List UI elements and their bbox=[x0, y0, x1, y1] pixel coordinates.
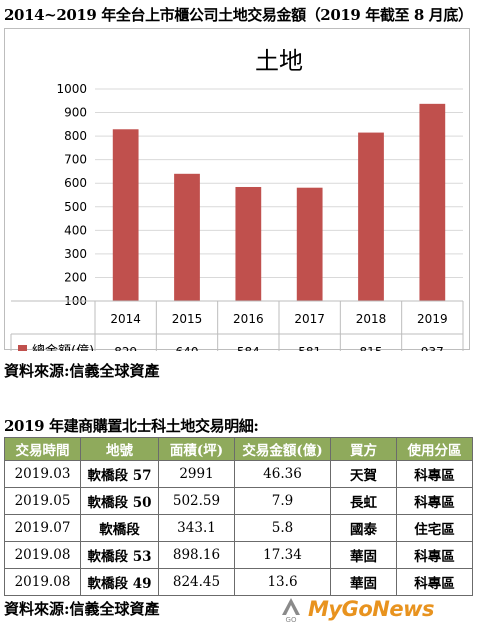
cell-amount: 13.6 bbox=[234, 568, 331, 596]
cell-buyer: 國泰 bbox=[330, 514, 397, 542]
cell-buyer: 華固 bbox=[330, 541, 397, 569]
cell-zone: 住宅區 bbox=[396, 514, 473, 542]
logo-mark-icon: GO bbox=[282, 598, 300, 623]
header-cell: 交易金額(億) bbox=[234, 437, 331, 461]
x-tick-label: 2016 bbox=[233, 312, 264, 326]
table-header-row: 交易時間 地號 面積(坪) 交易金額(億) 買方 使用分區 bbox=[4, 437, 473, 461]
chart-frame: 土地10020030040050060070080090010002014829… bbox=[4, 28, 470, 351]
y-tick-label: 900 bbox=[64, 106, 87, 120]
y-tick-label: 700 bbox=[64, 153, 87, 167]
cell-lot: 軟橋段 49 bbox=[80, 568, 159, 596]
transaction-table: 交易時間 地號 面積(坪) 交易金額(億) 買方 使用分區 2019.03 軟橋… bbox=[4, 437, 473, 596]
cell-buyer: 天賀 bbox=[330, 460, 397, 488]
cell-lot: 軟橋段 50 bbox=[80, 487, 159, 515]
y-tick-label: 800 bbox=[64, 129, 87, 143]
cell-date: 2019.05 bbox=[4, 487, 81, 515]
table-source: 資料來源:信義全球資產 bbox=[4, 600, 160, 618]
cell-zone: 科專區 bbox=[396, 487, 473, 515]
bar bbox=[358, 132, 384, 301]
header-cell: 交易時間 bbox=[4, 437, 81, 461]
header-cell: 買方 bbox=[330, 437, 397, 461]
legend-swatch bbox=[18, 345, 27, 351]
legend-label: 總金額(億) bbox=[32, 343, 94, 351]
cell-area: 2991 bbox=[158, 460, 235, 488]
table-row: 2019.03 軟橋段 57 2991 46.36 天賀 科專區 bbox=[4, 460, 473, 488]
header-cell: 地號 bbox=[80, 437, 159, 461]
x-tick-label: 2017 bbox=[294, 312, 325, 326]
x-tick-label: 2015 bbox=[172, 312, 203, 326]
cell-date: 2019.07 bbox=[4, 514, 81, 542]
data-label: 584 bbox=[237, 345, 260, 351]
bar-chart: 土地10020030040050060070080090010002014829… bbox=[10, 47, 464, 351]
table-row: 2019.07 軟橋段 343.1 5.8 國泰 住宅區 bbox=[4, 514, 473, 542]
y-tick-label: 200 bbox=[64, 270, 87, 284]
bar bbox=[235, 186, 262, 301]
y-tick-label: 600 bbox=[64, 176, 87, 190]
data-label: 815 bbox=[360, 345, 383, 351]
cell-area: 502.59 bbox=[158, 487, 235, 515]
bar bbox=[296, 187, 323, 301]
logo-text: MyGoNews bbox=[308, 597, 434, 621]
bar bbox=[419, 103, 446, 301]
cell-amount: 17.34 bbox=[234, 541, 331, 569]
table-row: 2019.08 軟橋段 49 824.45 13.6 華固 科專區 bbox=[4, 568, 473, 596]
bar bbox=[174, 173, 200, 301]
table-row: 2019.05 軟橋段 50 502.59 7.9 長虹 科專區 bbox=[4, 487, 473, 515]
svg-text:GO: GO bbox=[286, 616, 297, 623]
cell-amount: 7.9 bbox=[234, 487, 331, 515]
table-title: 2019 年建商購置北士科土地交易明細: bbox=[4, 417, 259, 435]
data-label: 937 bbox=[421, 345, 444, 351]
page-heading: 2014~2019 年全台上市櫃公司土地交易金額（2019 年截至 8 月底） bbox=[4, 6, 473, 24]
cell-lot: 軟橋段 bbox=[80, 514, 159, 542]
cell-zone: 科專區 bbox=[396, 460, 473, 488]
y-tick-label: 300 bbox=[64, 247, 87, 261]
x-tick-label: 2019 bbox=[417, 312, 448, 326]
cell-buyer: 長虹 bbox=[330, 487, 397, 515]
y-tick-label: 500 bbox=[64, 200, 87, 214]
data-label: 829 bbox=[114, 345, 137, 351]
table-row: 2019.08 軟橋段 53 898.16 17.34 華固 科專區 bbox=[4, 541, 473, 569]
cell-amount: 5.8 bbox=[234, 514, 331, 542]
header-cell: 使用分區 bbox=[396, 437, 473, 461]
header-cell: 面積(坪) bbox=[158, 437, 235, 461]
y-tick-label: 400 bbox=[64, 223, 87, 237]
cell-lot: 軟橋段 53 bbox=[80, 541, 159, 569]
data-label: 640 bbox=[176, 345, 199, 351]
y-tick-label: 1000 bbox=[56, 82, 87, 96]
cell-area: 898.16 bbox=[158, 541, 235, 569]
cell-buyer: 華固 bbox=[330, 568, 397, 596]
mygonews-logo: GO MyGoNews bbox=[278, 594, 434, 624]
x-tick-label: 2018 bbox=[356, 312, 387, 326]
bar bbox=[112, 129, 139, 301]
cell-zone: 科專區 bbox=[396, 568, 473, 596]
cell-date: 2019.03 bbox=[4, 460, 81, 488]
cell-area: 824.45 bbox=[158, 568, 235, 596]
cell-date: 2019.08 bbox=[4, 541, 81, 569]
data-label: 581 bbox=[298, 345, 321, 351]
cell-amount: 46.36 bbox=[234, 460, 331, 488]
cell-lot: 軟橋段 57 bbox=[80, 460, 159, 488]
x-tick-label: 2014 bbox=[110, 312, 141, 326]
cell-zone: 科專區 bbox=[396, 541, 473, 569]
cell-area: 343.1 bbox=[158, 514, 235, 542]
chart-title: 土地 bbox=[255, 47, 303, 75]
cell-date: 2019.08 bbox=[4, 568, 81, 596]
chart-source: 資料來源:信義全球資產 bbox=[4, 362, 160, 380]
